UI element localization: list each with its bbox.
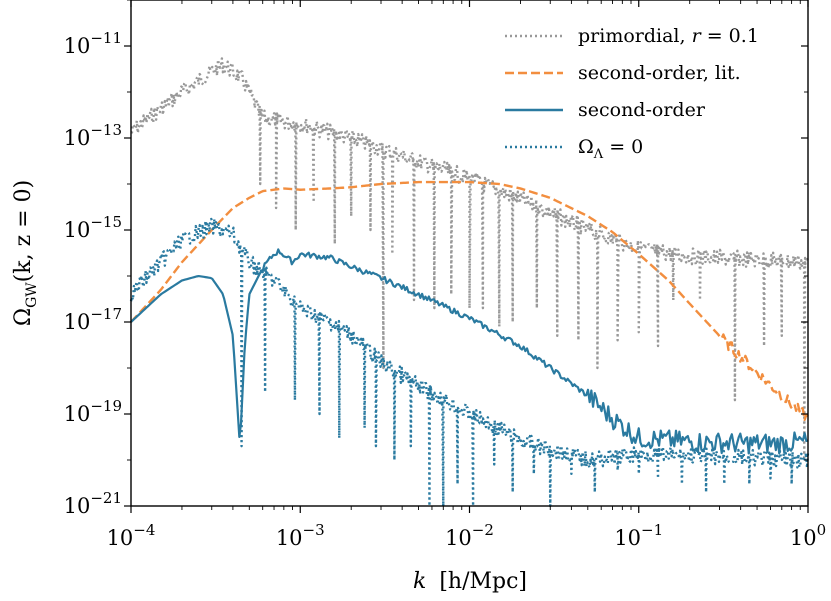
- y-tick-label: 10−11: [64, 29, 122, 58]
- x-axis-title: k [h/Mpc]: [413, 569, 527, 594]
- legend: primordial, r = 0.1 second-order, lit. s…: [505, 25, 759, 162]
- y-tick-label: 10−17: [64, 305, 122, 334]
- x-tick-label: 100: [790, 521, 826, 550]
- legend-item-second-order: second-order: [505, 99, 706, 121]
- legend-item-primordial: primordial, r = 0.1: [505, 25, 759, 47]
- series-line-second-order: [130, 248, 809, 455]
- x-tick-label: 10−4: [107, 521, 156, 550]
- legend-item-omega-lambda-zero: ΩΛ = 0: [505, 136, 643, 162]
- y-axis-title: ΩGW(k, z = 0): [11, 180, 40, 326]
- x-tick-label: 10−1: [614, 521, 663, 550]
- legend-label-omega-lambda-zero: ΩΛ = 0: [578, 136, 643, 162]
- series-line-omega-lambda-zero: [129, 217, 810, 508]
- legend-label-second-order: second-order: [578, 99, 706, 121]
- y-tick-label: 10−13: [64, 121, 122, 150]
- legend-label-second-order-lit: second-order, lit.: [578, 62, 741, 84]
- y-tick-label: 10−15: [64, 213, 122, 242]
- series-line-second-order-lit: [130, 180, 809, 422]
- y-tick-label: 10−19: [64, 397, 122, 426]
- series-line-primordial: [130, 57, 810, 462]
- x-tick-label: 10−3: [276, 521, 325, 550]
- series-layer: [129, 57, 810, 508]
- ticks-layer: 10−4 10−3 10−2 10−1 100 10−11 10−13 10−15 10−17 1…: [64, 0, 826, 550]
- y-tick-label: 10−21: [64, 489, 122, 518]
- legend-item-second-order-lit: second-order, lit.: [505, 62, 741, 84]
- legend-label-primordial: primordial, r = 0.1: [578, 25, 759, 47]
- x-tick-label: 10−2: [445, 521, 494, 550]
